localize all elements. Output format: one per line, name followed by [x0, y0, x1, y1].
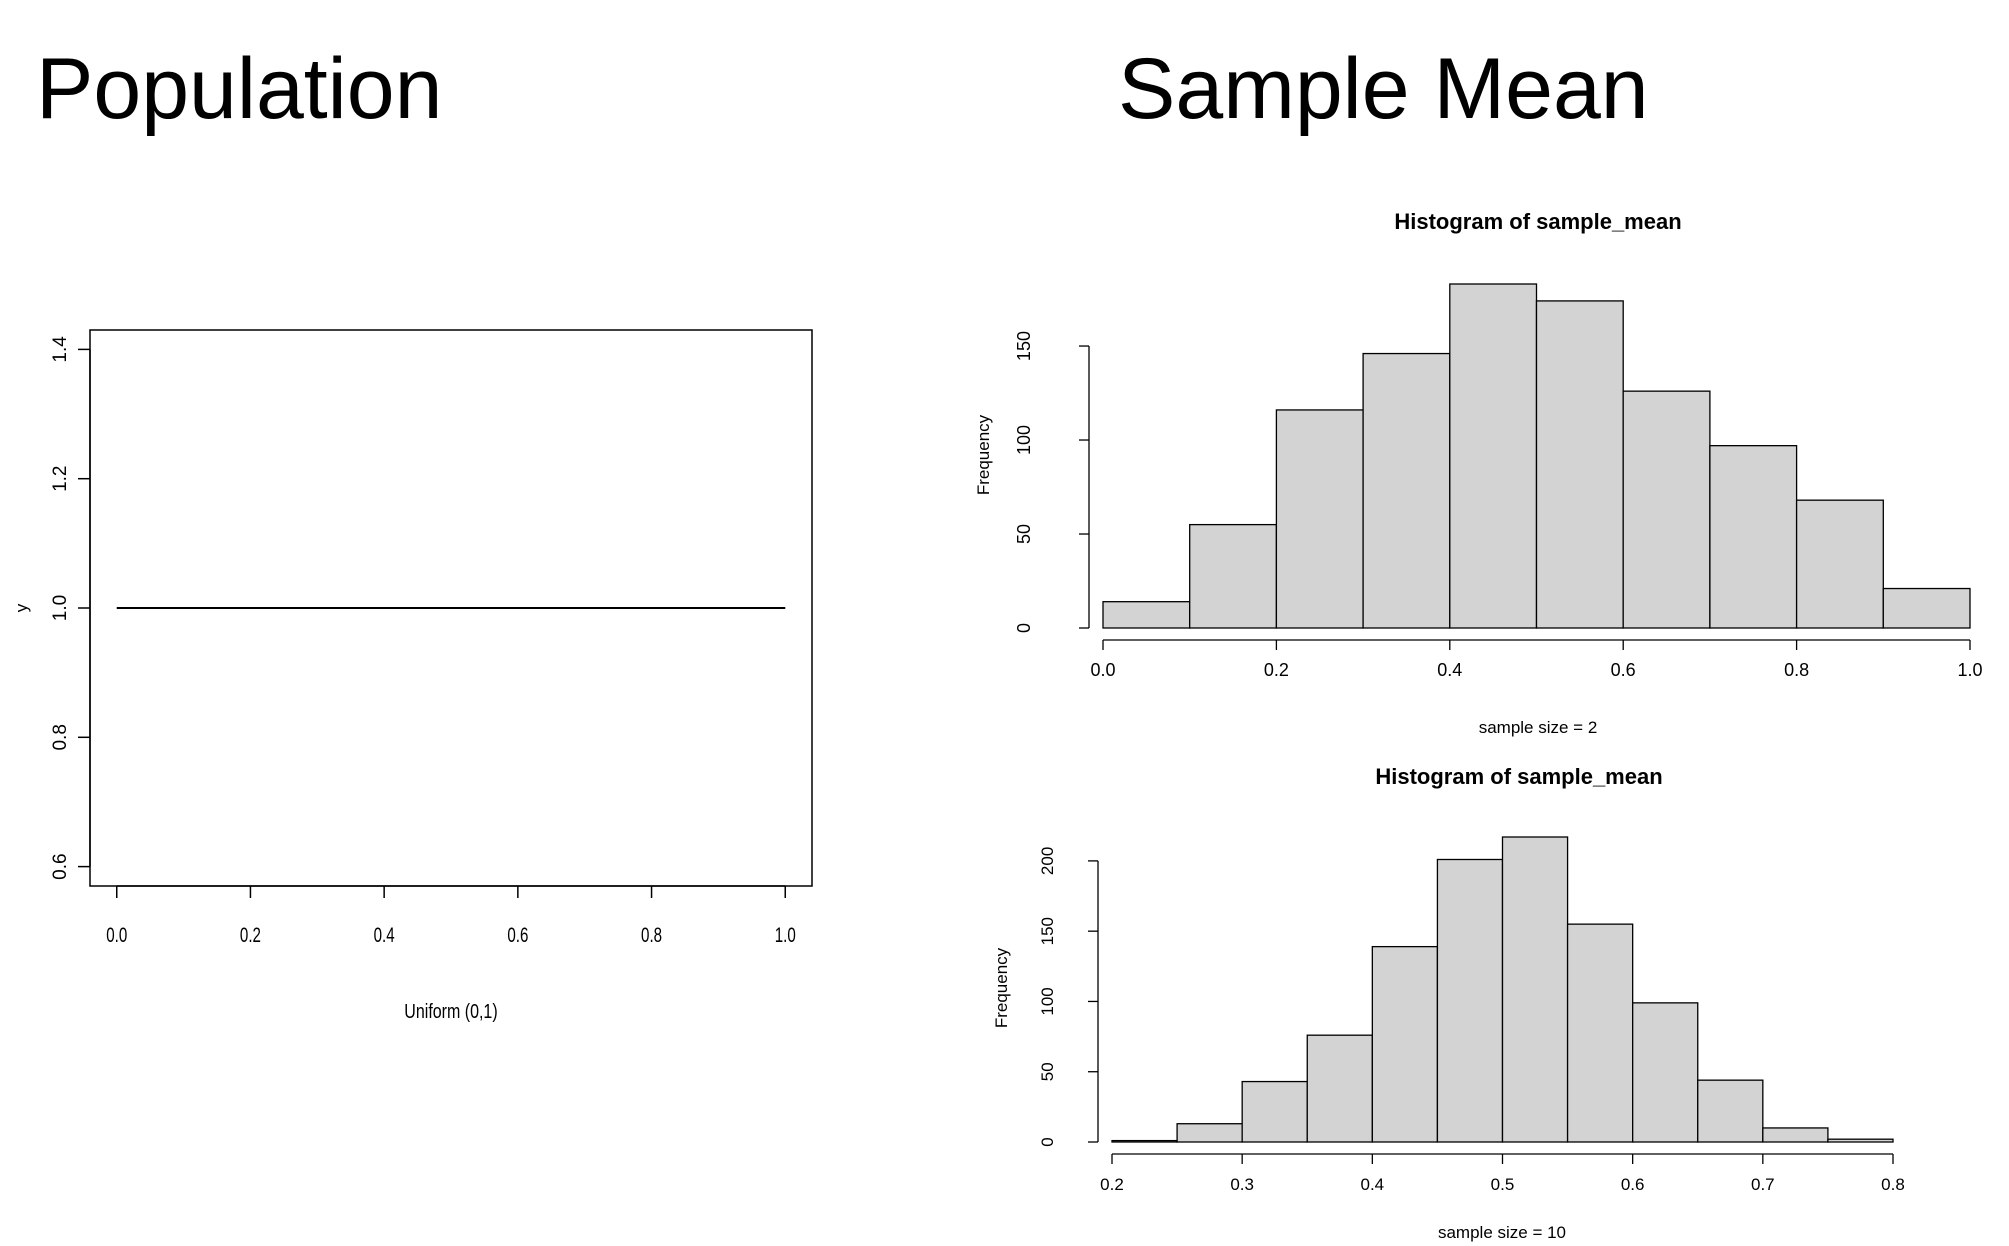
plot-title: Histogram of sample_mean: [1375, 764, 1662, 789]
histogram-bar: [1622, 390, 1711, 629]
y-tick-label: 100: [1038, 987, 1057, 1015]
histogram-bar: [1535, 300, 1624, 629]
y-axis: 0 50 100 150 200: [1038, 847, 1099, 1147]
x-tick-label: 0.8: [641, 922, 662, 946]
sample-mean-heading: Sample Mean: [1118, 41, 1649, 137]
histogram-bar: [1102, 601, 1191, 629]
x-axis: 0.0 0.2 0.4 0.6 0.8 1.0: [1090, 639, 1983, 680]
x-axis: 0.2 0.3 0.4 0.5 0.6 0.7 0.8: [1100, 1153, 1905, 1194]
x-tick-label: 0.4: [1361, 1175, 1385, 1194]
histogram-bar: [1697, 1079, 1764, 1143]
x-axis: 0.0 0.2 0.4 0.6 0.8 1.0: [106, 885, 796, 947]
x-axis-label: sample size = 2: [1479, 718, 1598, 737]
histogram-bar: [1882, 587, 1971, 629]
histogram-bar: [1827, 1138, 1894, 1143]
y-tick-label: 0: [1014, 623, 1034, 633]
y-axis: 0 50 100 150: [1014, 331, 1090, 633]
y-tick-label: 200: [1038, 847, 1057, 875]
histogram-bar: [1371, 945, 1439, 1143]
y-tick-label: 0.8: [50, 724, 71, 750]
x-tick-label: 0.3: [1230, 1175, 1254, 1194]
population-uniform-plot: 0.0 0.2 0.4 0.6 0.8 1.0 0.6 0.8 1.0 1.2 1.4 y Unif…: [12, 329, 813, 1022]
histogram-bar: [1306, 1034, 1373, 1143]
x-tick-label: 1.0: [1957, 660, 1982, 680]
histogram-bar: [1362, 352, 1451, 629]
y-tick-label: 100: [1014, 425, 1034, 455]
x-axis-label: Uniform (0,1): [404, 1000, 497, 1022]
x-tick-label: 0.0: [106, 922, 127, 946]
population-heading: Population: [36, 41, 443, 137]
histogram-bar: [1795, 499, 1884, 629]
histogram-bars: [1102, 283, 1971, 629]
x-tick-label: 0.6: [1621, 1175, 1645, 1194]
x-tick-label: 0.8: [1881, 1175, 1905, 1194]
histogram-sample-size-2: Histogram of sample_mean 0.0 0.2 0.4 0.6 0.8…: [974, 209, 1983, 737]
x-tick-label: 0.4: [1437, 660, 1462, 680]
histogram-bar: [1501, 836, 1569, 1143]
histogram-bar: [1241, 1080, 1308, 1143]
y-tick-label: 1.0: [50, 595, 71, 621]
y-tick-label: 150: [1014, 331, 1034, 361]
histogram-bar: [1436, 858, 1504, 1143]
x-tick-label: 1.0: [775, 922, 796, 946]
y-tick-label: 150: [1038, 917, 1057, 945]
y-tick-label: 1.2: [50, 465, 71, 491]
x-tick-label: 0.6: [1611, 660, 1636, 680]
histogram-bar: [1709, 445, 1798, 629]
x-tick-label: 0.5: [1491, 1175, 1515, 1194]
plot-title: Histogram of sample_mean: [1394, 209, 1681, 234]
histogram-bar: [1762, 1127, 1829, 1143]
y-axis-label: y: [12, 603, 31, 612]
histogram-bar: [1111, 1139, 1178, 1143]
histogram-bar: [1632, 1002, 1699, 1143]
y-axis-label: Frequency: [992, 947, 1011, 1028]
y-tick-label: 0: [1038, 1137, 1057, 1146]
x-tick-label: 0.2: [1100, 1175, 1124, 1194]
histogram-bar: [1449, 283, 1538, 629]
x-tick-label: 0.8: [1784, 660, 1809, 680]
x-tick-label: 0.2: [1264, 660, 1289, 680]
x-tick-label: 0.7: [1751, 1175, 1775, 1194]
histogram-bars: [1111, 836, 1894, 1143]
histogram-bar: [1275, 409, 1364, 629]
y-tick-label: 0.6: [50, 853, 71, 879]
histogram-bar: [1176, 1123, 1243, 1143]
x-tick-label: 0.2: [240, 922, 261, 946]
histogram-bar: [1189, 523, 1278, 629]
x-tick-label: 0.4: [374, 922, 395, 946]
y-axis-label: Frequency: [974, 414, 993, 495]
y-tick-label: 50: [1038, 1062, 1057, 1081]
y-tick-label: 1.4: [50, 336, 71, 363]
histogram-sample-size-10: Histogram of sample_mean 0.2 0.3 0.4 0.5 0.6…: [992, 764, 1905, 1242]
x-tick-label: 0.0: [1090, 660, 1115, 680]
y-axis: 0.6 0.8 1.0 1.2 1.4: [50, 336, 91, 880]
histogram-bar: [1566, 923, 1634, 1143]
x-axis-label: sample size = 10: [1438, 1223, 1566, 1242]
y-tick-label: 50: [1014, 524, 1034, 544]
x-tick-label: 0.6: [507, 922, 528, 946]
